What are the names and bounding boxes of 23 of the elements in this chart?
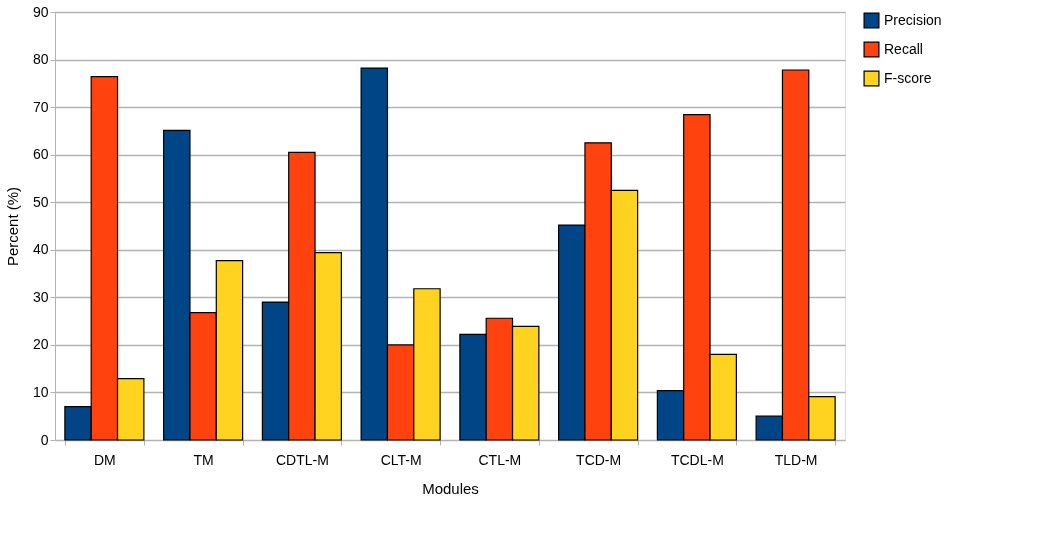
y-tick-label: 60 (32, 146, 49, 163)
legend-label: Recall (884, 40, 923, 57)
x-tick-label: CDTL-M (275, 451, 329, 468)
x-tick-label: CTL-M (478, 451, 522, 468)
y-axis-title: Percent (%) (3, 186, 21, 267)
y-tick-label: 30 (32, 288, 49, 305)
y-tick-label: 10 (32, 383, 49, 400)
y-tick-label: 50 (32, 193, 49, 210)
x-tick-label: DM (93, 451, 116, 468)
x-tick-label: TCDL-M (670, 451, 724, 468)
legend-label: Precision (884, 11, 942, 28)
x-tick-label: TCD-M (576, 451, 622, 468)
x-tick-label: CLT-M (380, 451, 422, 468)
x-axis-title: Modules (422, 479, 479, 497)
legend-label: F-score (884, 69, 932, 86)
y-tick-label: 0 (40, 431, 49, 448)
x-tick-label: TM (193, 451, 214, 468)
y-tick-label: 80 (32, 51, 49, 68)
y-tick-label: 90 (32, 3, 49, 20)
x-tick-label: TLD-M (774, 451, 818, 468)
y-tick-label: 70 (32, 98, 49, 115)
y-tick-label: 20 (32, 336, 49, 353)
y-tick-label: 40 (32, 241, 49, 258)
